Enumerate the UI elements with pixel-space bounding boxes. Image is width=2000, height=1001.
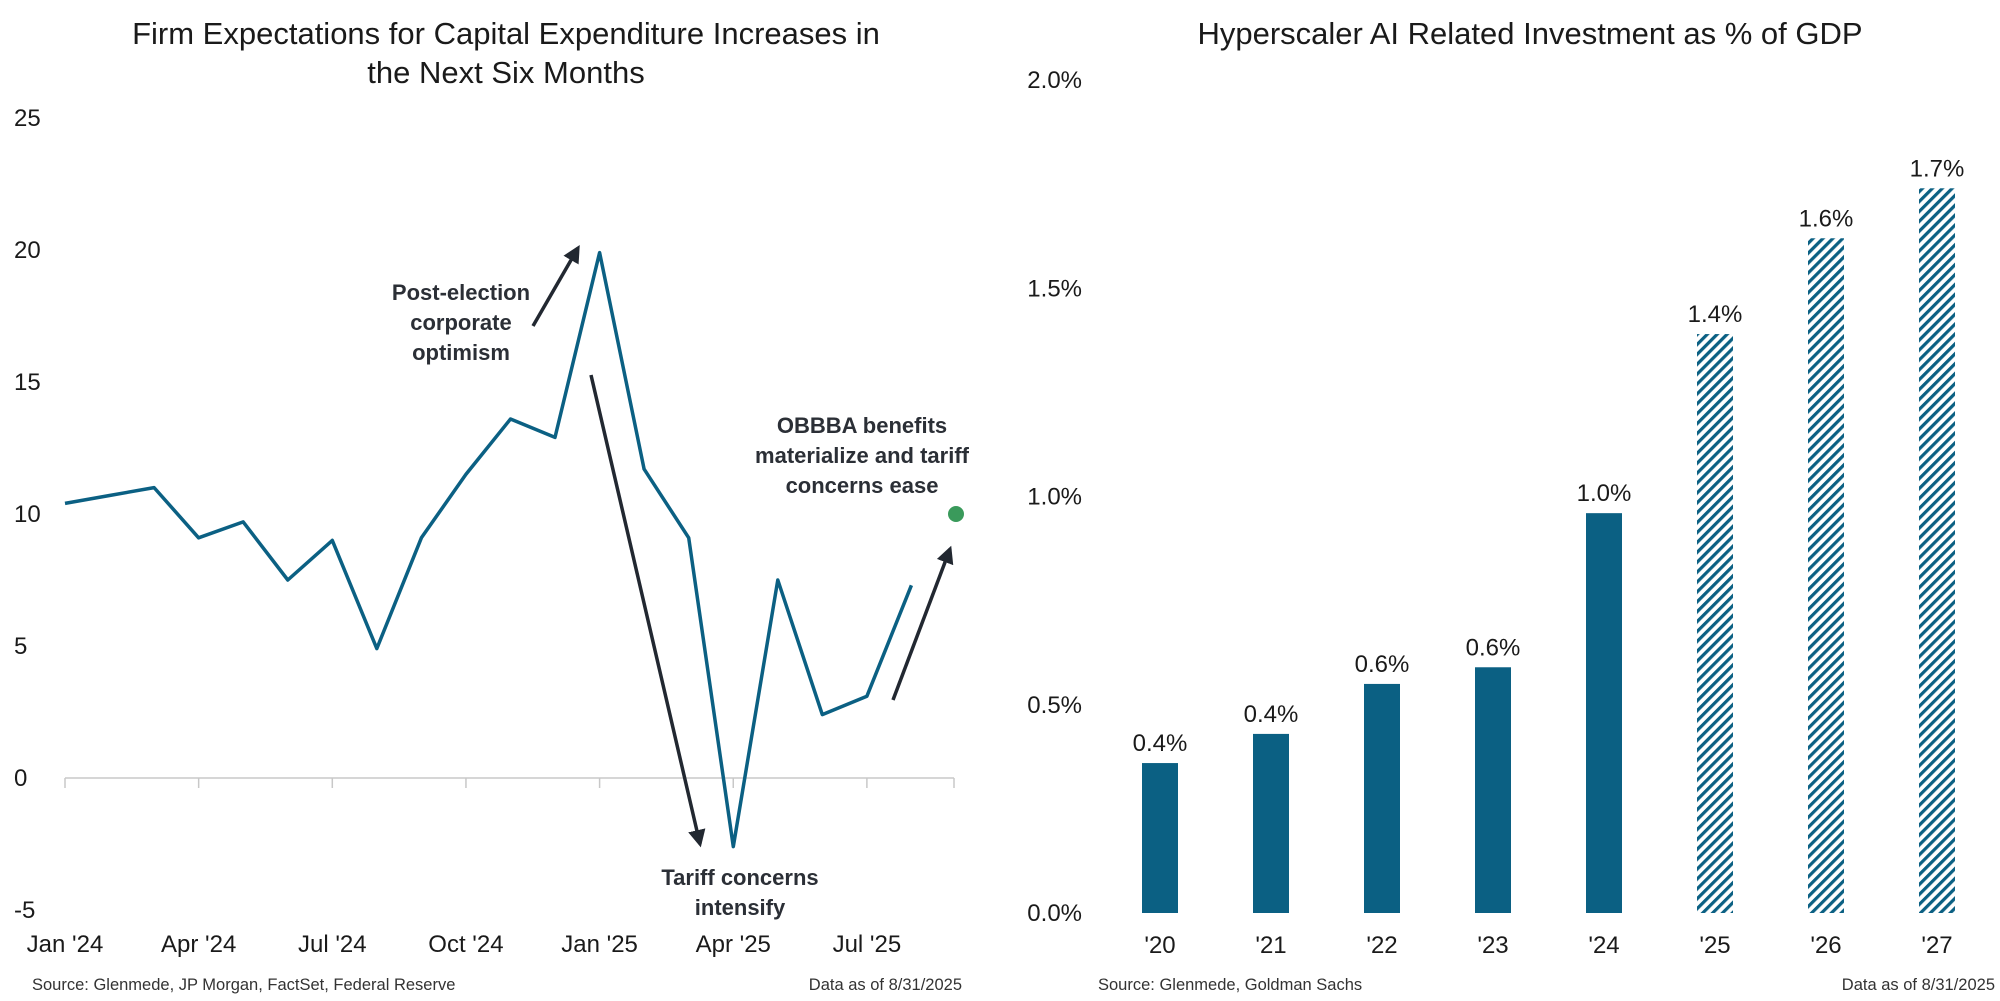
series-line [64, 250, 914, 849]
left-x-tick-label: Jul '25 [833, 931, 902, 958]
forecast-bar [1697, 334, 1733, 913]
bar-data-label: 1.6% [1799, 205, 1854, 232]
left-y-tick-label: 10 [14, 501, 41, 528]
left-y-tick-label: 0 [14, 765, 27, 792]
obbba-projection-point [948, 506, 964, 522]
arrow-tariff-concerns [589, 374, 706, 848]
forecast-bar [1808, 238, 1844, 913]
bar [1475, 667, 1511, 913]
left-y-tick-label: 15 [14, 369, 41, 396]
bar-data-label: 1.4% [1688, 301, 1743, 328]
right-x-tick-label: '26 [1810, 932, 1841, 959]
right-y-tick-label: 2.0% [1027, 67, 1082, 94]
arrow-obbba [891, 545, 954, 701]
hyperscaler-investment-bar-chart: Hyperscaler AI Related Investment as % o… [1027, 16, 1995, 994]
annotation-post-election-line-1: Post-election [392, 280, 530, 305]
bar [1253, 733, 1289, 913]
annotation-tariff-line-1: Tariff concerns [661, 865, 818, 890]
annotation-obbba-line-2: materialize and tariff [755, 443, 970, 468]
right-y-tick-label: 0.5% [1027, 692, 1082, 719]
left-x-tick-label: Jul '24 [298, 931, 367, 958]
right-x-tick-label: '25 [1699, 932, 1730, 959]
left-x-tick-label: Jan '24 [27, 931, 104, 958]
left-y-tick-label: 25 [14, 105, 41, 132]
annotation-obbba-line-1: OBBBA benefits [777, 413, 947, 438]
right-x-tick-label: '23 [1477, 932, 1508, 959]
left-source-note: Source: Glenmede, JP Morgan, FactSet, Fe… [32, 976, 455, 994]
forecast-bar [1919, 188, 1955, 914]
bar [1364, 683, 1400, 913]
arrow-post-election [531, 244, 580, 327]
left-chart-title-line-1: Firm Expectations for Capital Expenditur… [132, 16, 880, 51]
bar-data-label: 1.0% [1577, 480, 1632, 507]
bar [1586, 513, 1622, 913]
left-y-tick-label: 5 [14, 633, 27, 660]
left-x-tick-label: Apr '25 [696, 931, 771, 958]
left-chart-title-line-2: the Next Six Months [367, 55, 644, 90]
bar-data-label: 0.6% [1355, 651, 1410, 678]
annotation-post-election-line-3: optimism [412, 340, 510, 365]
capex-expectations-line-chart: Firm Expectations for Capital Expenditur… [14, 16, 970, 994]
right-x-tick-label: '22 [1366, 932, 1397, 959]
bar-data-label: 0.4% [1244, 701, 1299, 728]
right-x-tick-label: '20 [1144, 932, 1175, 959]
annotation-obbba-line-3: concerns ease [786, 473, 939, 498]
right-y-tick-label: 1.0% [1027, 484, 1082, 511]
annotation-obbba: OBBBA benefits materialize and tariff co… [755, 413, 970, 498]
annotation-tariff-line-2: intensify [695, 895, 786, 920]
bar-data-label: 0.4% [1133, 730, 1188, 757]
right-y-tick-label: 0.0% [1027, 900, 1082, 927]
annotation-tariff-concerns: Tariff concerns intensify [661, 865, 818, 920]
left-y-tick-label: 20 [14, 237, 41, 264]
left-x-tick-label: Jan '25 [561, 931, 638, 958]
right-x-tick-label: '27 [1921, 932, 1952, 959]
right-x-tick-label: '24 [1588, 932, 1619, 959]
right-chart-title: Hyperscaler AI Related Investment as % o… [1197, 16, 1862, 51]
left-data-as-of: Data as of 8/31/2025 [809, 976, 962, 994]
right-source-note: Source: Glenmede, Goldman Sachs [1098, 976, 1362, 994]
right-x-tick-label: '21 [1255, 932, 1286, 959]
left-y-tick-label: -5 [14, 897, 35, 924]
bar-data-label: 1.7% [1910, 155, 1965, 182]
annotation-post-election: Post-election corporate optimism [392, 280, 530, 365]
annotation-post-election-line-2: corporate [410, 310, 511, 335]
bar [1142, 763, 1178, 913]
bar-data-label: 0.6% [1466, 634, 1521, 661]
left-x-tick-label: Apr '24 [161, 931, 236, 958]
left-x-tick-label: Oct '24 [428, 931, 503, 958]
right-data-as-of: Data as of 8/31/2025 [1842, 976, 1995, 994]
right-y-tick-label: 1.5% [1027, 275, 1082, 302]
